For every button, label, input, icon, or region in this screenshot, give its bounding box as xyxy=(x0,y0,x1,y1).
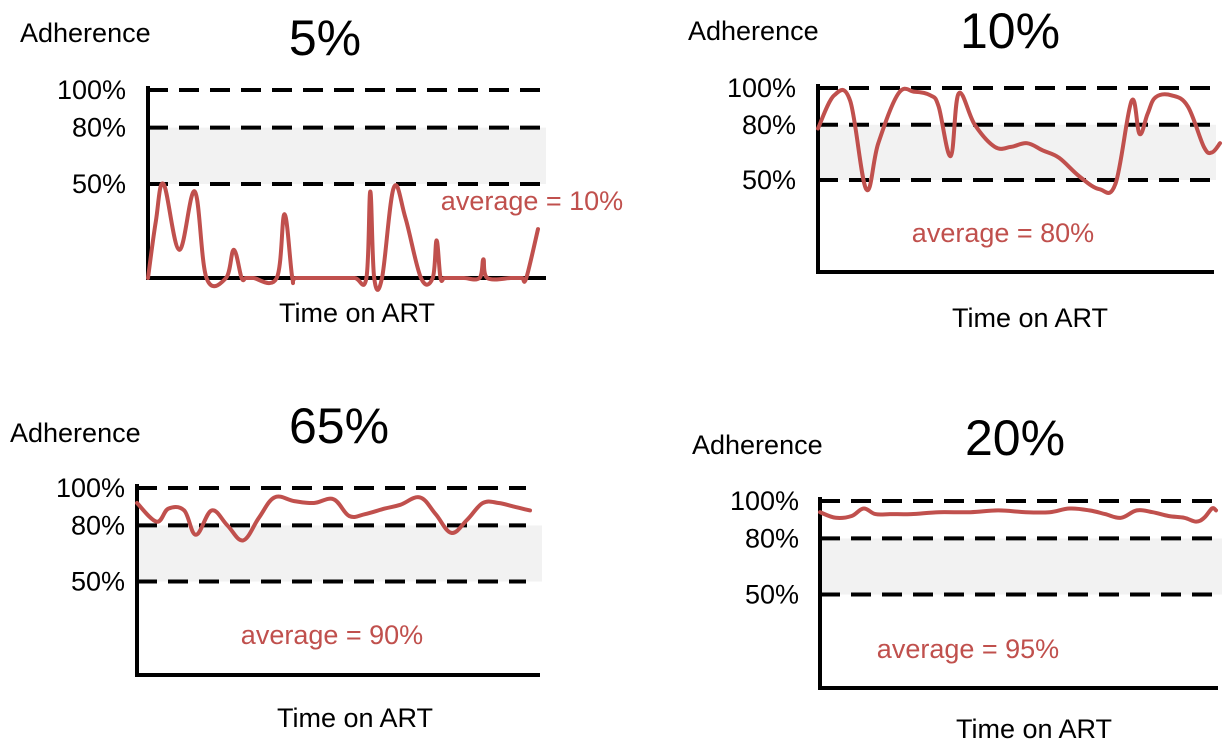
y-tick-label: 100% xyxy=(730,486,799,516)
chart-panel-4: 100% 80% 50% Adherence 20% Time on ART average… xyxy=(692,410,1222,744)
y-tick-label: 80% xyxy=(71,510,125,540)
adherence-series-line xyxy=(816,86,1222,195)
x-axis-label: Time on ART xyxy=(277,703,433,733)
x-axis-label: Time on ART xyxy=(956,714,1112,744)
average-annotation: average = 95% xyxy=(877,634,1059,664)
adherence-series-line xyxy=(135,494,532,543)
adherence-band xyxy=(148,127,546,184)
y-tick-label: 80% xyxy=(745,523,799,553)
chart-title: 65% xyxy=(289,398,389,454)
y-tick-label: 50% xyxy=(71,567,125,597)
adherence-series-line xyxy=(818,506,1218,524)
y-tick-label: 50% xyxy=(745,580,799,610)
x-axis-label: Time on ART xyxy=(952,303,1108,333)
y-axis-label: Adherence xyxy=(692,430,823,460)
y-axis-label: Adherence xyxy=(688,16,819,46)
y-tick-label: 50% xyxy=(72,169,126,199)
y-axis-label: Adherence xyxy=(20,18,151,48)
y-tick-label: 100% xyxy=(727,73,796,103)
chart-panel-1: 100% 80% 50% Adherence 5% Time on ART average … xyxy=(20,10,623,328)
adherence-band xyxy=(137,525,542,582)
y-tick-label: 100% xyxy=(56,473,125,503)
chart-panel-2: 100% 80% 50% Adherence 10% Time on ART average… xyxy=(688,3,1222,333)
chart-panel-3: 100% 80% 50% Adherence 65% Time on ART average… xyxy=(10,398,542,733)
average-annotation: average = 10% xyxy=(441,186,623,216)
y-tick-label: 80% xyxy=(742,110,796,140)
chart-title: 20% xyxy=(965,410,1065,466)
adherence-series-line xyxy=(146,181,540,292)
y-axis-label: Adherence xyxy=(10,418,141,448)
chart-title: 10% xyxy=(960,3,1060,59)
y-tick-label: 50% xyxy=(742,165,796,195)
y-tick-label: 100% xyxy=(57,75,126,105)
adherence-band xyxy=(818,124,1216,180)
y-tick-label: 80% xyxy=(72,113,126,143)
average-annotation: average = 80% xyxy=(912,218,1094,248)
x-axis-label: Time on ART xyxy=(279,298,435,328)
average-annotation: average = 90% xyxy=(241,620,423,650)
chart-title: 5% xyxy=(289,10,361,66)
adherence-band xyxy=(820,538,1222,595)
